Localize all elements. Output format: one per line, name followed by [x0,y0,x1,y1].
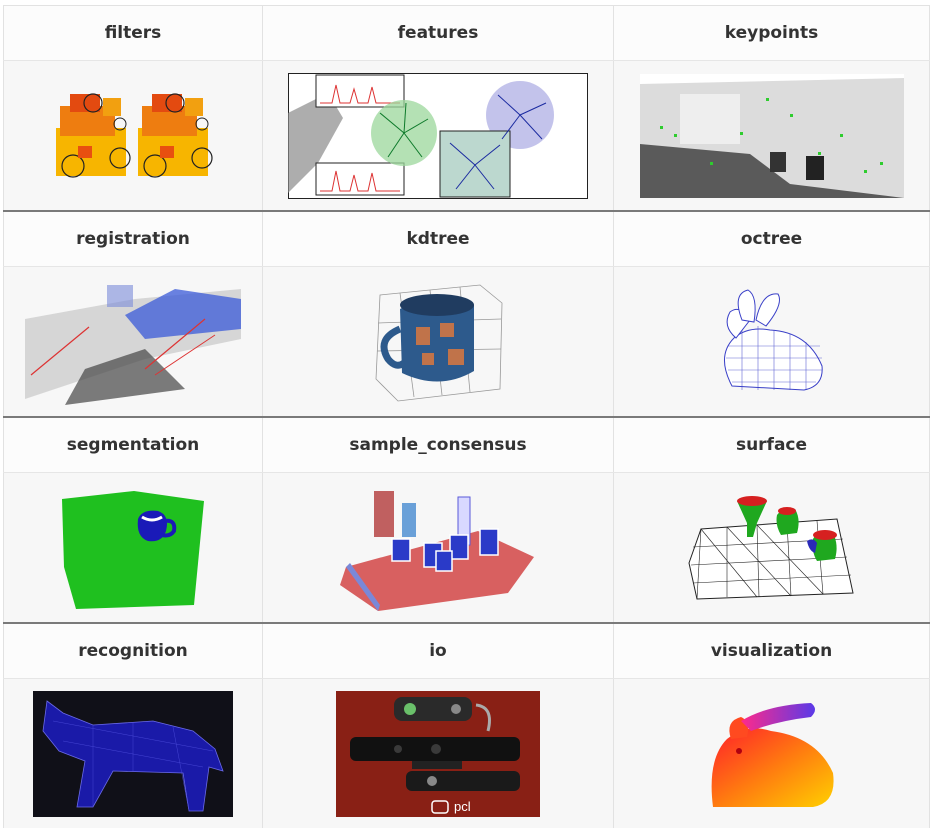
header-row: filters features keypoints [3,5,930,61]
module-cell-segmentation [3,472,263,623]
header-row: recognition io visualization [3,622,930,679]
sample-consensus-image[interactable] [338,485,538,611]
module-cell-kdtree [262,266,614,417]
module-cell-keypoints [613,60,930,211]
module-cell-io: pcl [262,678,614,828]
module-cell-surface [613,472,930,623]
io-image[interactable]: pcl [336,690,540,817]
module-title-filters[interactable]: filters [3,5,263,61]
module-title-octree[interactable]: octree [613,210,930,267]
module-cell-filters [3,60,263,211]
io-logo-text: pcl [454,799,471,814]
image-row [3,472,930,623]
features-image[interactable] [288,72,588,199]
header-row: segmentation sample_consensus surface [3,416,930,473]
module-title-io[interactable]: io [262,622,614,679]
module-cell-registration [3,266,263,417]
module-title-registration[interactable]: registration [3,210,263,267]
filters-image[interactable] [48,86,218,186]
segmentation-image[interactable] [58,487,208,609]
keypoints-image[interactable] [639,73,904,198]
kdtree-image[interactable] [370,279,506,405]
module-cell-visualization [613,678,930,828]
module-title-kdtree[interactable]: kdtree [262,210,614,267]
registration-image[interactable] [25,279,241,405]
recognition-image[interactable] [33,690,233,817]
octree-image[interactable] [712,286,832,398]
module-cell-recognition [3,678,263,828]
image-row: pcl [3,678,930,828]
visualization-image[interactable] [707,699,837,809]
module-cell-sample-consensus [262,472,614,623]
module-title-keypoints[interactable]: keypoints [613,5,930,61]
module-title-sample-consensus[interactable]: sample_consensus [262,416,614,473]
module-cell-octree [613,266,930,417]
module-title-recognition[interactable]: recognition [3,622,263,679]
surface-image[interactable] [687,493,857,603]
module-title-surface[interactable]: surface [613,416,930,473]
image-row [3,60,930,211]
module-title-features[interactable]: features [262,5,614,61]
module-title-visualization[interactable]: visualization [613,622,930,679]
module-cell-features [262,60,614,211]
pcl-modules-table: filters features keypoints [3,5,930,828]
module-title-segmentation[interactable]: segmentation [3,416,263,473]
header-row: registration kdtree octree [3,210,930,267]
image-row [3,266,930,417]
